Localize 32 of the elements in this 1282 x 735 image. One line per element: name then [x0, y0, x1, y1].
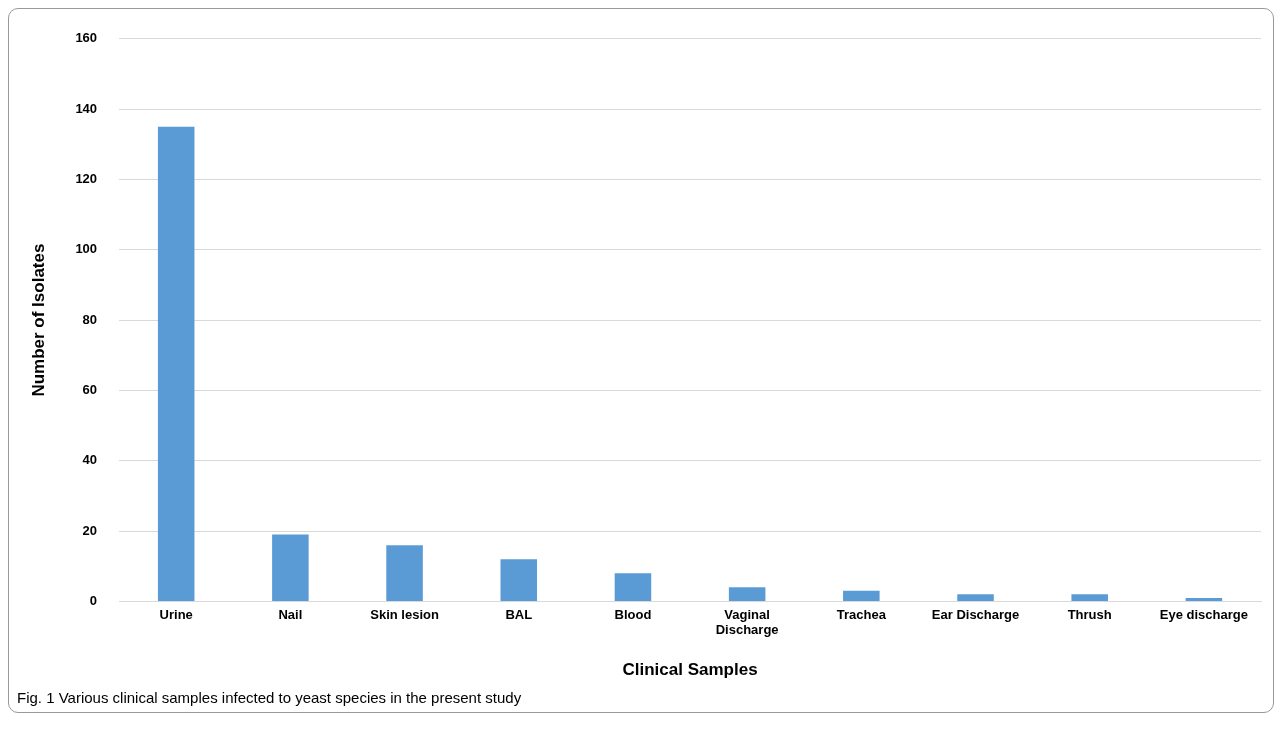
y-tick-label: 140: [75, 100, 98, 116]
y-axis-title: Number of Isolates: [28, 243, 48, 397]
bar: [157, 126, 195, 601]
bar: [614, 573, 652, 601]
x-tick-label: Vaginal Discharge: [715, 606, 779, 638]
x-tick-label: Blood: [614, 606, 652, 622]
bar: [500, 559, 538, 601]
bar: [1185, 597, 1223, 601]
x-tick-label: Urine: [159, 606, 193, 622]
y-tick-label: 0: [89, 592, 98, 608]
x-tick-label: Trachea: [836, 606, 887, 622]
caption: Fig. 1 Various clinical samples infected to yeast species in the present study: [16, 689, 523, 708]
y-tick-label: 60: [82, 382, 98, 397]
x-axis-title: Clinical Samples: [622, 660, 758, 680]
y-tick-label: 80: [82, 311, 98, 327]
bar: [1071, 594, 1108, 601]
bar: [957, 594, 994, 601]
x-tick-label: Eye discharge: [1159, 606, 1248, 622]
x-tick-label: BAL: [505, 606, 533, 622]
x-tick-label: Nail: [278, 606, 303, 622]
y-tick-label: 20: [82, 522, 98, 538]
bar: [386, 545, 423, 601]
bar: [843, 590, 880, 601]
x-tick-label: Ear Discharge: [931, 606, 1020, 622]
y-tick-label: 40: [82, 452, 98, 468]
y-tick-label: 160: [75, 30, 98, 46]
x-tick-label: Skin lesion: [370, 606, 439, 622]
x-tick-label: Thrush: [1067, 606, 1112, 622]
y-tick-label: 100: [75, 241, 98, 257]
y-tick-label: 120: [75, 171, 98, 187]
bar: [728, 587, 766, 601]
bar: [272, 534, 309, 601]
